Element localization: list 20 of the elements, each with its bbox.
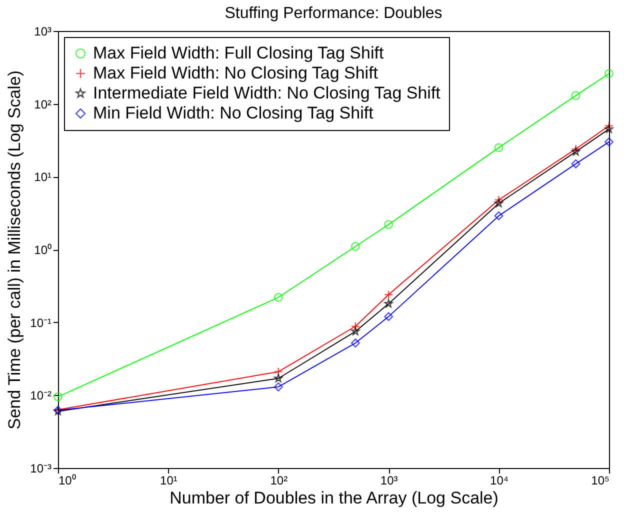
x-tick-label: 10⁰ <box>58 474 76 488</box>
x-tick-label: 10¹ <box>160 474 178 488</box>
chart-title: Stuffing Performance: Doubles <box>224 5 442 22</box>
legend-label: Min Field Width: No Closing Tag Shift <box>93 104 374 122</box>
y-tick-label: 10¹ <box>34 170 52 184</box>
y-tick-label: 10³ <box>34 24 52 38</box>
legend-label: Max Field Width: No Closing Tag Shift <box>93 64 378 82</box>
y-tick-label: 10⁻³ <box>30 462 52 476</box>
x-tick-label: 10⁴ <box>490 474 509 488</box>
y-tick-label: 10² <box>34 97 52 112</box>
y-tick-label: 10⁰ <box>34 243 52 257</box>
x-tick-label: 10² <box>270 474 288 488</box>
legend-label: Max Field Width: Full Closing Tag Shift <box>93 44 384 62</box>
y-tick-label: 10⁻¹ <box>30 316 52 330</box>
x-tick-label: 10³ <box>380 474 398 488</box>
y-tick-label: 10⁻² <box>30 388 52 403</box>
x-tick-label: 10⁵ <box>591 474 610 488</box>
y-axis-title: Send Time (per call) in Milliseconds (Log Scale) <box>5 70 24 430</box>
legend-label: Intermediate Field Width: No Closing Tag Shift <box>93 84 441 102</box>
x-axis-title: Number of Doubles in the Array (Log Scale) <box>170 488 498 508</box>
